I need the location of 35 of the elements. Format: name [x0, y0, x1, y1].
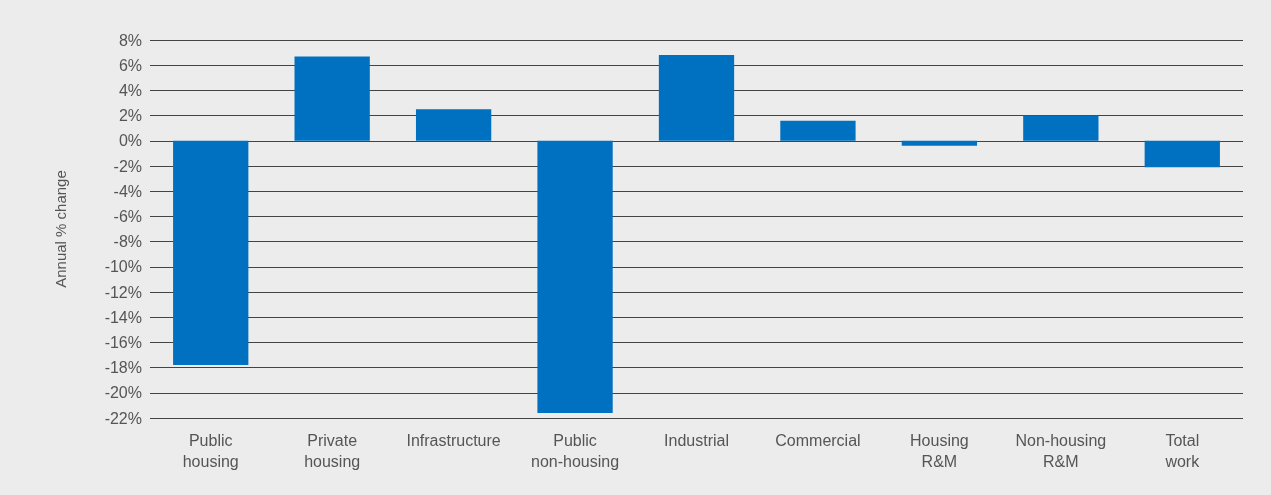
bar — [901, 140, 978, 146]
bar — [173, 140, 249, 366]
y-axis-title: Annual % change — [52, 170, 69, 288]
y-tick-label: 6% — [118, 56, 142, 74]
y-tick-label: -22% — [104, 409, 142, 427]
x-tick-label: Housing R&M — [910, 432, 969, 470]
bar — [1144, 140, 1220, 168]
y-tick-label: 4% — [118, 81, 142, 99]
x-tick-label: Private housing — [304, 432, 361, 470]
y-tick-label: 8% — [118, 31, 142, 49]
x-tick-label: Industrial — [664, 432, 729, 449]
bar — [415, 109, 492, 141]
x-tick-label: Public housing — [182, 432, 239, 470]
x-tick-label: Public non-housing — [531, 432, 620, 470]
bar — [294, 56, 370, 141]
y-tick-label: -10% — [104, 258, 142, 276]
x-tick-label: Total work — [1164, 432, 1201, 470]
y-tick-label: -4% — [113, 182, 142, 200]
bar — [658, 55, 735, 141]
x-tick-label: Non-housing R&M — [1015, 432, 1107, 470]
bar — [1023, 115, 1099, 141]
y-tick-label: 2% — [118, 107, 142, 125]
bar — [537, 140, 613, 413]
y-tick-label: -6% — [113, 207, 142, 225]
y-tick-label: -8% — [113, 233, 142, 251]
y-tick-label: -18% — [104, 359, 142, 377]
y-tick-label: 0% — [118, 132, 142, 150]
x-tick-label: Infrastructure — [406, 432, 501, 449]
y-tick-label: -16% — [104, 333, 142, 351]
y-tick-label: -20% — [104, 384, 142, 402]
y-tick-label: -14% — [104, 308, 142, 326]
bar — [780, 120, 856, 141]
y-tick-label: -2% — [113, 157, 142, 175]
x-tick-label: Commercial — [775, 432, 861, 449]
y-tick-label: -12% — [104, 283, 142, 301]
